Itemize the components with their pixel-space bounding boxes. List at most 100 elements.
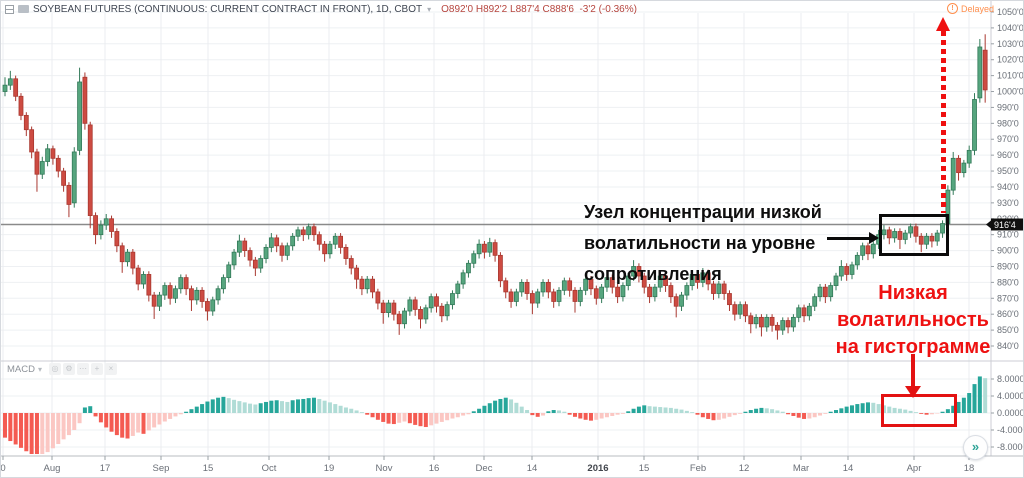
macd-bar (56, 413, 61, 445)
candle-body (785, 320, 791, 328)
candle-body (540, 281, 546, 293)
macd-bar (317, 398, 322, 413)
candle-body (98, 224, 104, 236)
candle-body (13, 78, 19, 97)
candle-body (157, 294, 162, 307)
candle-body (482, 243, 487, 253)
macd-tick-label: -4.0000 (997, 425, 1024, 435)
candle-body (205, 301, 210, 312)
macd-bar (897, 408, 902, 413)
macd-label[interactable]: MACD (7, 363, 35, 375)
candle-body (865, 245, 871, 255)
chevron-down-icon[interactable]: ▾ (37, 364, 42, 374)
candle-body (55, 157, 61, 172)
macd-bar (130, 413, 135, 436)
macd-bar (791, 413, 796, 416)
candle-body (966, 149, 972, 164)
macd-bar (860, 403, 865, 413)
candle-body (130, 251, 136, 269)
histogram-highlight-box (881, 394, 957, 427)
macd-bar (924, 413, 929, 415)
candle-body (732, 304, 738, 315)
macd-bar (29, 413, 34, 454)
macd-tick-label: 4.0000 (997, 391, 1024, 401)
candle-body (636, 266, 642, 277)
go-to-latest-button[interactable]: » (963, 435, 988, 460)
time-tick-label: 19 (324, 463, 335, 474)
candle-body (577, 289, 583, 302)
macd-bar (525, 410, 530, 413)
candle-body (348, 258, 354, 269)
macd-bar (354, 410, 359, 413)
macd-bar (210, 399, 215, 413)
price-axis[interactable]: 1050'0 1040'0 1030'0 1020'0 1010'0 1000'0 990'… (991, 7, 1024, 351)
last-price-tag: 916'4 (986, 218, 1023, 231)
macd-bar (50, 413, 55, 449)
candle-body (764, 316, 770, 328)
macd-bar (482, 405, 487, 413)
macd-bar (152, 413, 157, 428)
plus-icon[interactable]: + (91, 363, 103, 375)
candle-body (796, 307, 802, 318)
macd-bar (716, 413, 721, 420)
eye-icon[interactable]: ◎ (49, 363, 61, 375)
macd-bar (604, 413, 609, 418)
macd-bar (61, 413, 66, 440)
time-tick-label: 0 (1, 463, 6, 474)
candle-body (29, 129, 35, 153)
candlestick-series (2, 34, 988, 340)
candle-body (513, 291, 519, 302)
macd-bar (951, 405, 956, 413)
macd-bar (551, 410, 556, 413)
close-icon[interactable]: × (105, 363, 117, 375)
chevron-down-icon[interactable]: ▾ (427, 4, 432, 14)
macd-axis[interactable]: 8.0000 4.0000 0.0000 -4.0000 -8.0000 (991, 374, 1024, 452)
macd-bar (370, 413, 375, 418)
candle-body (23, 114, 29, 131)
candle-body (972, 99, 977, 151)
macd-bar (194, 406, 199, 413)
collapse-icon[interactable] (5, 4, 14, 14)
time-tick-label: 14 (527, 463, 538, 474)
macd-bar (66, 413, 71, 436)
macd-bar (461, 413, 466, 416)
macd-bar (913, 412, 918, 413)
more-icon[interactable]: ⋯ (77, 363, 89, 375)
macd-bar (487, 403, 492, 413)
candle-body (727, 293, 732, 306)
macd-tick-label: -8.0000 (997, 442, 1024, 452)
candle-body (812, 296, 818, 307)
candle-body (2, 84, 8, 92)
candle-body (631, 266, 636, 277)
macd-bar (114, 413, 119, 436)
candle-body (647, 286, 652, 298)
macd-bar (455, 413, 460, 418)
macd-bar (919, 413, 924, 414)
candle-body (588, 278, 594, 290)
macd-bar (876, 404, 881, 413)
symbol-title[interactable]: SOYBEAN FUTURES (CONTINUOUS: CURRENT CON… (33, 3, 423, 15)
price-tick-label: 880'0 (997, 277, 1019, 287)
candle-body (615, 286, 621, 298)
series-type-icon[interactable] (18, 5, 29, 13)
candle-body (418, 309, 423, 320)
candle-body (961, 162, 967, 174)
time-tick-label: Nov (376, 463, 393, 474)
gear-icon[interactable]: ⚙ (63, 363, 75, 375)
candle-body (18, 95, 24, 116)
candle-body (545, 281, 551, 293)
time-axis[interactable]: 0 Aug 17 Sep 15 Oct 19 Nov 16 Dec 14 2016 15 Feb 12 Mar… (1, 456, 974, 474)
candle-body (274, 237, 280, 247)
macd-bar (844, 406, 849, 413)
macd-bar (311, 397, 316, 413)
macd-bar (786, 413, 791, 415)
macd-bar (519, 406, 524, 413)
candle-body (529, 293, 535, 304)
macd-bar (695, 413, 700, 415)
macd-bar (450, 413, 455, 419)
macd-bar (429, 413, 434, 426)
candle-body (913, 226, 919, 237)
candle-body (364, 278, 370, 290)
